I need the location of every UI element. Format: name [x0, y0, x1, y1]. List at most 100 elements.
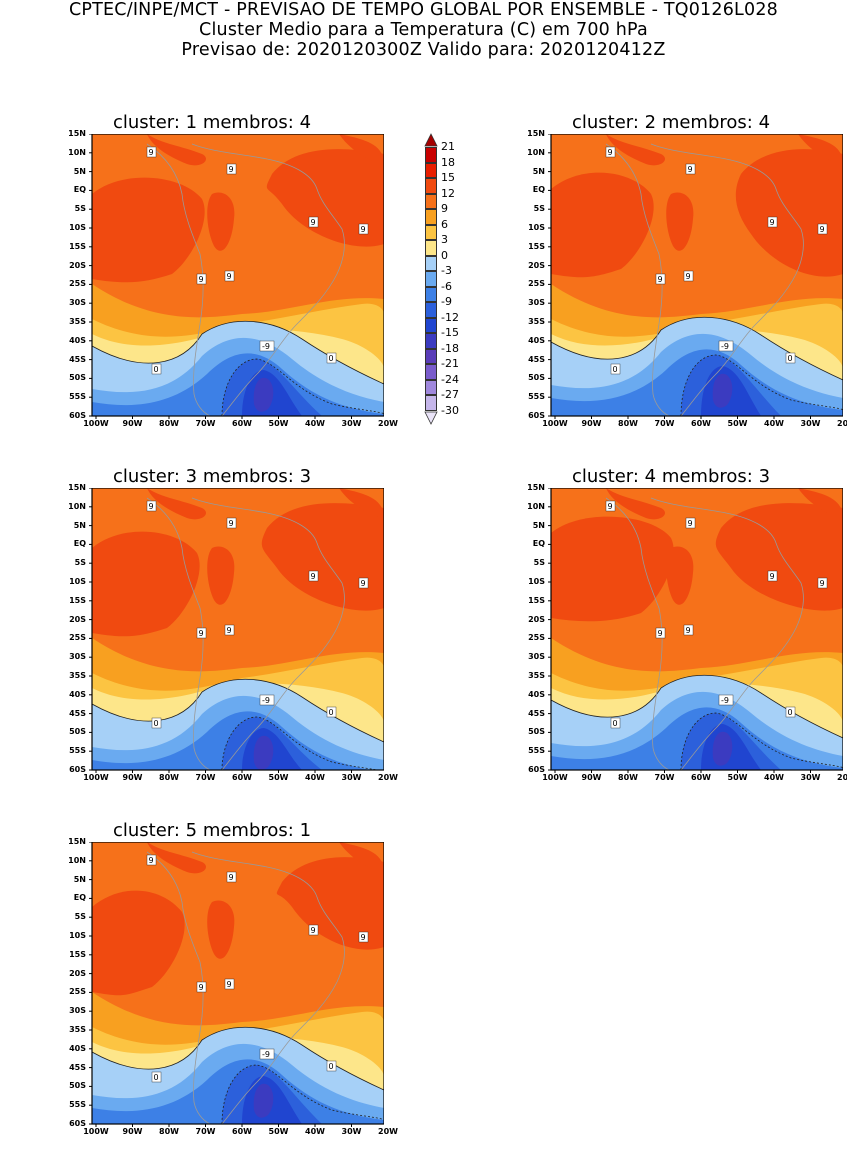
longitude-label: 100W — [83, 419, 109, 428]
contour-label: 9 — [198, 983, 203, 992]
latitude-label: 50S — [528, 727, 545, 737]
legend-label: 21 — [441, 140, 455, 153]
longitude-label: 60W — [232, 1127, 252, 1136]
legend-swatch — [425, 193, 437, 209]
legend-label: -18 — [441, 341, 459, 355]
latitude-label: 35S — [69, 671, 86, 680]
legend-label: -27 — [441, 388, 459, 401]
temperature-band-9-12-central — [666, 546, 694, 605]
contour-label-box — [326, 352, 337, 364]
latitude-label: 60S — [69, 765, 86, 774]
contour-label: 9 — [687, 519, 692, 528]
latitude-label: 5S — [533, 558, 545, 568]
latitude-label: 35S — [69, 317, 86, 326]
longitude-label: 60W — [691, 419, 711, 428]
contour-label-box — [655, 627, 666, 639]
panel-title: cluster: 5 membros: 1 — [112, 820, 312, 841]
contour-label-box — [151, 363, 162, 375]
longitude-label: 70W — [654, 773, 675, 782]
map-panel-cluster-3: cluster: 3 membros: 3 9 9 9 9 9 9 0 0 -9 15N 10N 5N… — [32, 466, 398, 801]
legend-label: 6 — [441, 217, 448, 231]
contour-label: 9 — [819, 579, 824, 588]
legend-swatch — [425, 224, 437, 240]
longitude-label: 90W — [122, 773, 143, 782]
latitude-label: 15N — [527, 483, 545, 492]
temperature-band-9-12-central — [207, 900, 235, 959]
latitude-label: 10N — [527, 501, 545, 511]
contour-label: 9 — [226, 980, 231, 989]
latitude-label: 5S — [74, 204, 86, 214]
contour-label: 9 — [226, 272, 231, 281]
latitude-label: 55S — [528, 746, 545, 756]
contour-label-box — [817, 223, 828, 235]
latitude-label: 25S — [69, 633, 86, 643]
longitude-label: 60W — [232, 773, 252, 782]
contour-neg9 — [680, 712, 843, 770]
legend-label: -15 — [441, 326, 459, 339]
contour-label: 9 — [657, 275, 662, 284]
contour-label-box — [718, 694, 734, 706]
latitude-label: 20S — [528, 614, 545, 624]
longitude-label: 100W — [542, 773, 568, 782]
temperature-band-9-12-northeast — [798, 488, 843, 518]
longitude-label: 20W — [378, 773, 398, 782]
temperature-band-9-12-northeast — [798, 134, 843, 164]
temperature-band-9-12-east — [261, 503, 384, 611]
header-line-3: Previsao de: 2020120300Z Valido para: 20… — [181, 40, 666, 60]
longitude-label: 90W — [581, 773, 602, 782]
contour-label-box — [259, 340, 275, 352]
temperature-band-9-12-west — [92, 177, 205, 283]
contour-label-box — [605, 500, 616, 512]
legend-label: -9 — [441, 295, 452, 308]
legend-label: 18 — [441, 155, 455, 169]
header-line-1: CPTEC/INPE/MCT - PREVISAO DE TEMPO GLOBA… — [68, 0, 779, 20]
header-line-2: Cluster Medio para a Temperatura (C) em … — [199, 20, 648, 40]
temperature-band-9-12-northeast — [339, 842, 384, 872]
figure-header: CPTEC/INPE/MCT - PREVISAO DE TEMPO GLOBA… — [0, 0, 847, 60]
contour-label-box — [146, 854, 157, 866]
latitude-label: 15N — [68, 837, 86, 846]
contour-label-box — [151, 1071, 162, 1083]
contour-label-box — [326, 1060, 337, 1072]
contour-label: 9 — [226, 626, 231, 635]
latitude-label: 35S — [528, 317, 545, 326]
coastline — [146, 497, 345, 770]
contour-label-box — [718, 340, 734, 352]
contour-label: 9 — [360, 933, 365, 942]
map-panel-cluster-1: cluster: 1 membros: 4 9 9 9 9 9 9 0 0 -9 15N 10N 5N… — [32, 112, 398, 447]
temperature-map: 9 9 9 9 9 9 0 0 -9 15N 10N 5N EQ 5S 10S 15S 20S 25S 30S 35S… — [62, 484, 398, 784]
contour-label-box — [226, 871, 237, 883]
legend-swatch — [425, 255, 437, 271]
longitude-label: 80W — [618, 773, 638, 782]
longitude-label: 70W — [195, 1127, 216, 1136]
latitude-label: 40S — [528, 335, 545, 345]
map-canvas: 9 9 9 9 9 9 0 0 -9 — [548, 487, 847, 773]
longitude-label: 30W — [341, 773, 362, 782]
contour-label-box — [226, 517, 237, 529]
temperature-band-9-12-north — [147, 488, 207, 520]
panel-title: cluster: 2 membros: 4 — [571, 112, 771, 133]
latitude-label: 5S — [533, 204, 545, 214]
longitude-label: 20W — [837, 419, 847, 428]
legend-label: 9 — [441, 202, 448, 215]
contour-label-box — [785, 352, 796, 364]
latitude-label: 55S — [69, 392, 86, 402]
temperature-band-9-12-east — [715, 503, 843, 611]
legend-swatch — [425, 333, 437, 349]
legend-label: -12 — [441, 310, 459, 324]
longitude-label: 100W — [542, 419, 568, 428]
latitude-label: 15S — [69, 949, 86, 959]
longitude-label: 30W — [341, 1127, 362, 1136]
longitude-label: 50W — [268, 773, 289, 782]
contour-label-box — [358, 931, 369, 943]
longitude-label: 80W — [159, 773, 179, 782]
latitude-label: 20S — [528, 260, 545, 270]
longitude-label: 90W — [581, 419, 602, 428]
contour-label: 9 — [310, 926, 315, 935]
latitude-label: EQ — [73, 539, 86, 549]
contour-label: 9 — [360, 225, 365, 234]
legend-bottom-arrow — [424, 411, 438, 425]
temperature-core-neg18 — [253, 377, 274, 412]
latitude-label: 30S — [528, 652, 545, 662]
contour-label: 0 — [612, 365, 617, 374]
